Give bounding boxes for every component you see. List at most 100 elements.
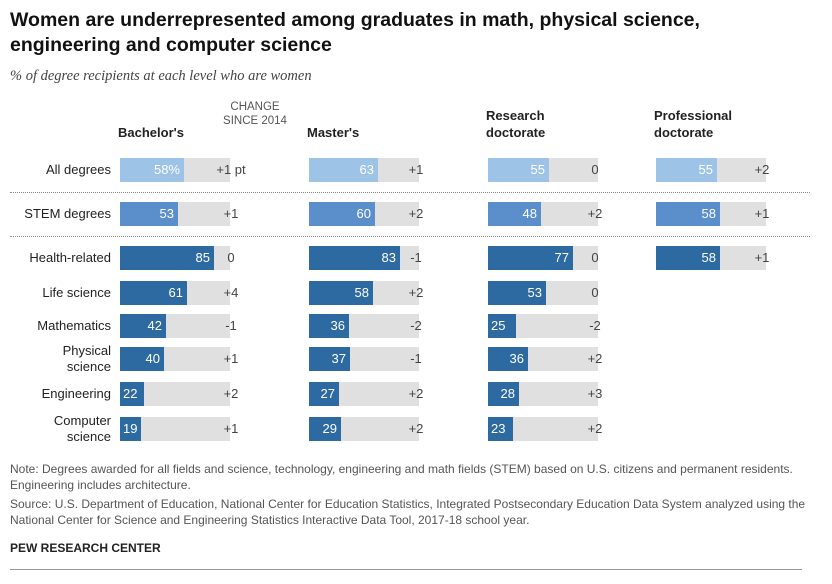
change-master-s-stem-degrees: +2 — [408, 206, 424, 221]
change-professional-doctorate-stem-degrees: +1 — [754, 206, 770, 221]
divider-top — [10, 192, 810, 193]
value-label-bachelor-s-life-science: 61 — [168, 285, 183, 300]
bar-master-s-mathematics — [309, 314, 349, 338]
change-master-s-life-science: +2 — [408, 285, 424, 300]
value-label-master-s-all-degrees: 63 — [359, 162, 374, 177]
value-label-research-doctorate-life-science: 53 — [527, 285, 542, 300]
value-label-bachelor-s-engineering: 22 — [123, 386, 138, 401]
row-label-mathematics: Mathematics — [37, 318, 111, 333]
row-label-stem-degrees: STEM degrees — [24, 206, 111, 221]
change-bachelor-s-mathematics: -1 — [225, 318, 237, 333]
change-bachelor-s-physical-science: +1 — [223, 351, 239, 366]
value-label-professional-doctorate-health-related: 58 — [701, 250, 716, 265]
value-label-bachelor-s-stem-degrees: 53 — [159, 206, 174, 221]
value-label-master-s-health-related: 83 — [381, 250, 396, 265]
bar-master-s-computer-science — [309, 417, 341, 441]
change-research-doctorate-computer-science: +2 — [587, 421, 603, 436]
chart-title: Women are underrepresented among graduat… — [10, 9, 700, 56]
value-label-research-doctorate-stem-degrees: 48 — [522, 206, 537, 221]
change-research-doctorate-health-related: 0 — [591, 250, 599, 265]
bar-research-doctorate-stem-degrees — [488, 202, 541, 226]
value-label-bachelor-s-computer-science: 19 — [123, 421, 138, 436]
change-research-doctorate-life-science: 0 — [591, 285, 599, 300]
change-professional-doctorate-all-degrees: +2 — [754, 162, 770, 177]
value-label-master-s-computer-science: 29 — [322, 421, 337, 436]
bar-master-s-stem-degrees — [309, 202, 375, 226]
divider-bottom — [10, 236, 810, 237]
value-label-research-doctorate-computer-science: 23 — [491, 421, 506, 436]
change-research-doctorate-engineering: +3 — [587, 386, 603, 401]
bar-bachelor-s-physical-science — [120, 347, 164, 371]
bar-bachelor-s-mathematics — [120, 314, 166, 338]
change-research-doctorate-physical-science: +2 — [587, 351, 603, 366]
column-header-bachelor-s: Bachelor's — [118, 125, 184, 140]
value-label-research-doctorate-physical-science: 36 — [509, 351, 524, 366]
bar-master-s-physical-science — [309, 347, 350, 371]
change-bachelor-s-all-degrees: +1 pt — [216, 162, 246, 177]
value-label-research-doctorate-mathematics: 25 — [491, 318, 506, 333]
bar-research-doctorate-engineering — [488, 382, 519, 406]
bar-research-doctorate-mathematics — [488, 314, 516, 338]
value-label-master-s-mathematics: 36 — [330, 318, 345, 333]
bar-professional-doctorate-all-degrees — [656, 158, 717, 182]
bar-professional-doctorate-stem-degrees — [656, 202, 720, 226]
column-header-research-doctorate: Research doctorate — [486, 108, 546, 140]
bar-bachelor-s-computer-science — [120, 417, 141, 441]
row-label-engineering: Engineering — [41, 386, 111, 401]
change-bachelor-s-health-related: 0 — [227, 250, 235, 265]
source-note: Source: U.S. Department of Education, Na… — [10, 497, 806, 527]
bar-bachelor-s-health-related — [120, 246, 214, 270]
value-label-research-doctorate-engineering: 28 — [500, 386, 515, 401]
bar-professional-doctorate-health-related — [656, 246, 720, 270]
value-label-bachelor-s-all-degrees: 58% — [153, 162, 180, 177]
row-label-life-science: Life science — [42, 285, 111, 300]
row-label-health-related: Health-related — [29, 250, 111, 265]
row-label-physical-science: Physical science — [62, 343, 111, 374]
change-research-doctorate-mathematics: -2 — [589, 318, 601, 333]
value-label-master-s-stem-degrees: 60 — [356, 206, 371, 221]
change-bachelor-s-life-science: +4 — [223, 285, 239, 300]
value-label-professional-doctorate-all-degrees: 55 — [698, 162, 713, 177]
change-professional-doctorate-health-related: +1 — [754, 250, 770, 265]
row-label-computer-science: Computer science — [53, 413, 111, 444]
bar-bachelor-s-stem-degrees — [120, 202, 178, 226]
value-label-bachelor-s-physical-science: 40 — [145, 351, 160, 366]
bar-bachelor-s-life-science — [120, 281, 187, 305]
value-label-master-s-physical-science: 37 — [331, 351, 346, 366]
value-label-professional-doctorate-stem-degrees: 58 — [701, 206, 716, 221]
change-since-header: CHANGE SINCE 2014 — [223, 101, 287, 127]
pew-brand: PEW RESEARCH CENTER — [10, 541, 161, 555]
bar-bachelor-s-all-degrees — [120, 158, 184, 182]
change-research-doctorate-stem-degrees: +2 — [587, 206, 603, 221]
bar-research-doctorate-computer-science — [488, 417, 513, 441]
change-bachelor-s-engineering: +2 — [223, 386, 239, 401]
change-bachelor-s-computer-science: +1 — [223, 421, 239, 436]
bar-master-s-all-degrees — [309, 158, 378, 182]
value-label-master-s-engineering: 27 — [320, 386, 335, 401]
value-label-master-s-life-science: 58 — [354, 285, 369, 300]
change-master-s-all-degrees: +1 — [408, 162, 424, 177]
value-label-research-doctorate-all-degrees: 55 — [530, 162, 545, 177]
bar-bachelor-s-engineering — [120, 382, 144, 406]
change-research-doctorate-all-degrees: 0 — [591, 162, 599, 177]
value-label-bachelor-s-mathematics: 42 — [147, 318, 162, 333]
change-master-s-physical-science: -1 — [410, 351, 422, 366]
bar-research-doctorate-physical-science — [488, 347, 528, 371]
chart-subtitle: % of degree recipients at each level who… — [10, 68, 312, 84]
change-master-s-engineering: +2 — [408, 386, 424, 401]
change-master-s-health-related: -1 — [410, 250, 422, 265]
bar-master-s-life-science — [309, 281, 373, 305]
bar-research-doctorate-health-related — [488, 246, 573, 270]
bar-research-doctorate-life-science — [488, 281, 546, 305]
column-header-master-s: Master's — [307, 125, 360, 140]
value-label-bachelor-s-health-related: 85 — [195, 250, 210, 265]
footnote: Note: Degrees awarded for all fields and… — [10, 462, 793, 492]
change-master-s-computer-science: +2 — [408, 421, 424, 436]
change-bachelor-s-stem-degrees: +1 — [223, 206, 239, 221]
bar-master-s-engineering — [309, 382, 339, 406]
bar-research-doctorate-all-degrees — [488, 158, 549, 182]
column-header-professional-doctorate: Professional doctorate — [654, 108, 733, 140]
change-master-s-mathematics: -2 — [410, 318, 422, 333]
row-label-all-degrees: All degrees — [45, 162, 111, 177]
bottom-rule — [10, 569, 802, 570]
